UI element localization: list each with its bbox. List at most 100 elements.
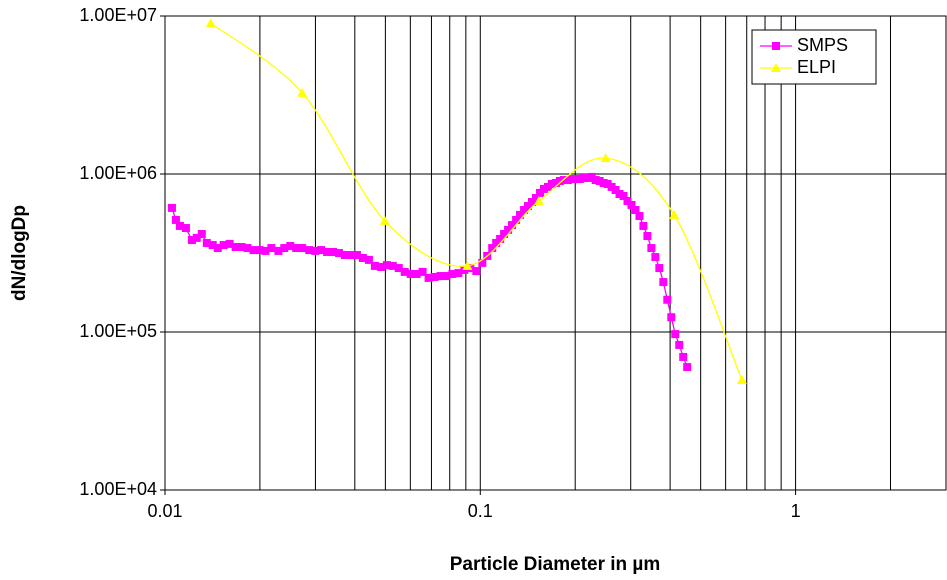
square-marker [298,244,307,253]
square-marker [323,247,332,256]
square-marker [655,264,664,273]
square-marker [274,246,283,255]
triangle-marker [669,209,680,219]
square-marker [364,255,373,264]
square-marker [647,244,656,253]
square-marker [358,254,367,263]
triangle-marker [297,87,308,97]
square-marker [261,246,270,255]
square-marker [394,264,403,273]
square-marker [255,246,264,255]
square-marker [531,193,540,202]
square-marker [679,352,688,361]
square-marker [305,246,314,255]
square-marker [192,233,201,242]
square-marker [460,265,469,274]
square-marker [595,177,604,186]
square-marker [412,269,421,278]
square-marker [635,212,644,221]
square-marker [382,261,391,270]
square-marker [772,42,780,50]
square-marker [683,363,692,372]
square-marker [400,267,409,276]
triangle-marker [771,63,781,72]
square-marker [436,272,445,281]
square-marker [442,272,451,281]
square-marker [311,246,320,255]
square-marker [341,251,350,260]
square-marker [208,241,217,250]
square-marker [488,244,497,253]
square-marker [587,172,596,181]
square-marker [376,262,385,271]
square-marker [659,278,668,287]
square-marker [615,190,624,199]
square-marker [181,224,190,233]
legend-label: SMPS [797,35,848,55]
square-marker [388,261,397,270]
square-marker [675,340,684,349]
square-marker [231,243,240,252]
square-marker [663,295,672,304]
triangle-marker [462,260,473,270]
triangle-marker [379,215,390,225]
triangle-marker [533,195,544,205]
square-marker [639,221,648,230]
square-marker [317,246,326,255]
plot-area [164,15,947,491]
square-marker [667,313,676,322]
x-axis-title: Particle Diameter in µm [450,554,661,575]
square-marker [631,205,640,214]
square-marker [225,239,234,248]
square-marker [237,243,246,252]
square-marker [335,249,344,258]
square-marker [671,330,680,339]
grid [160,15,946,495]
x-tick-label: 1 [791,501,801,521]
square-marker [478,258,487,267]
legend-box [751,29,877,85]
legend-label: ELPI [797,57,836,77]
square-marker [329,247,338,256]
square-marker [492,238,501,247]
square-marker [611,186,620,195]
square-marker [567,175,576,184]
square-marker [454,269,463,278]
square-marker [424,273,433,282]
square-marker [528,197,537,206]
marks [167,18,747,384]
square-marker [430,272,439,281]
square-marker [202,238,211,247]
square-marker [280,244,289,253]
square-marker [418,267,427,276]
square-marker [175,221,184,230]
square-marker [249,246,258,255]
y-tick-label: 1.00E+07 [79,5,157,25]
y-tick-label: 1.00E+04 [79,479,157,499]
square-marker [370,261,379,270]
square-marker [643,232,652,241]
square-marker [496,234,505,243]
square-marker [524,202,533,211]
square-marker [448,269,457,278]
triangle-marker [600,153,611,163]
square-marker [512,215,521,224]
square-marker [243,244,252,253]
square-marker [197,230,206,239]
y-axis-title: dN/dlogDp [9,205,30,301]
square-marker [352,251,361,260]
square-marker [286,242,295,251]
square-marker [651,253,660,262]
square-marker [619,191,628,200]
square-marker [347,251,356,260]
square-marker [508,221,517,230]
y-tick-label: 1.00E+05 [79,321,157,341]
y-tick-label: 1.00E+06 [79,163,157,183]
square-marker [171,215,180,224]
square-marker [267,244,276,253]
square-marker [504,225,513,234]
x-tick-label: 0.1 [468,501,493,521]
square-marker [627,200,636,209]
